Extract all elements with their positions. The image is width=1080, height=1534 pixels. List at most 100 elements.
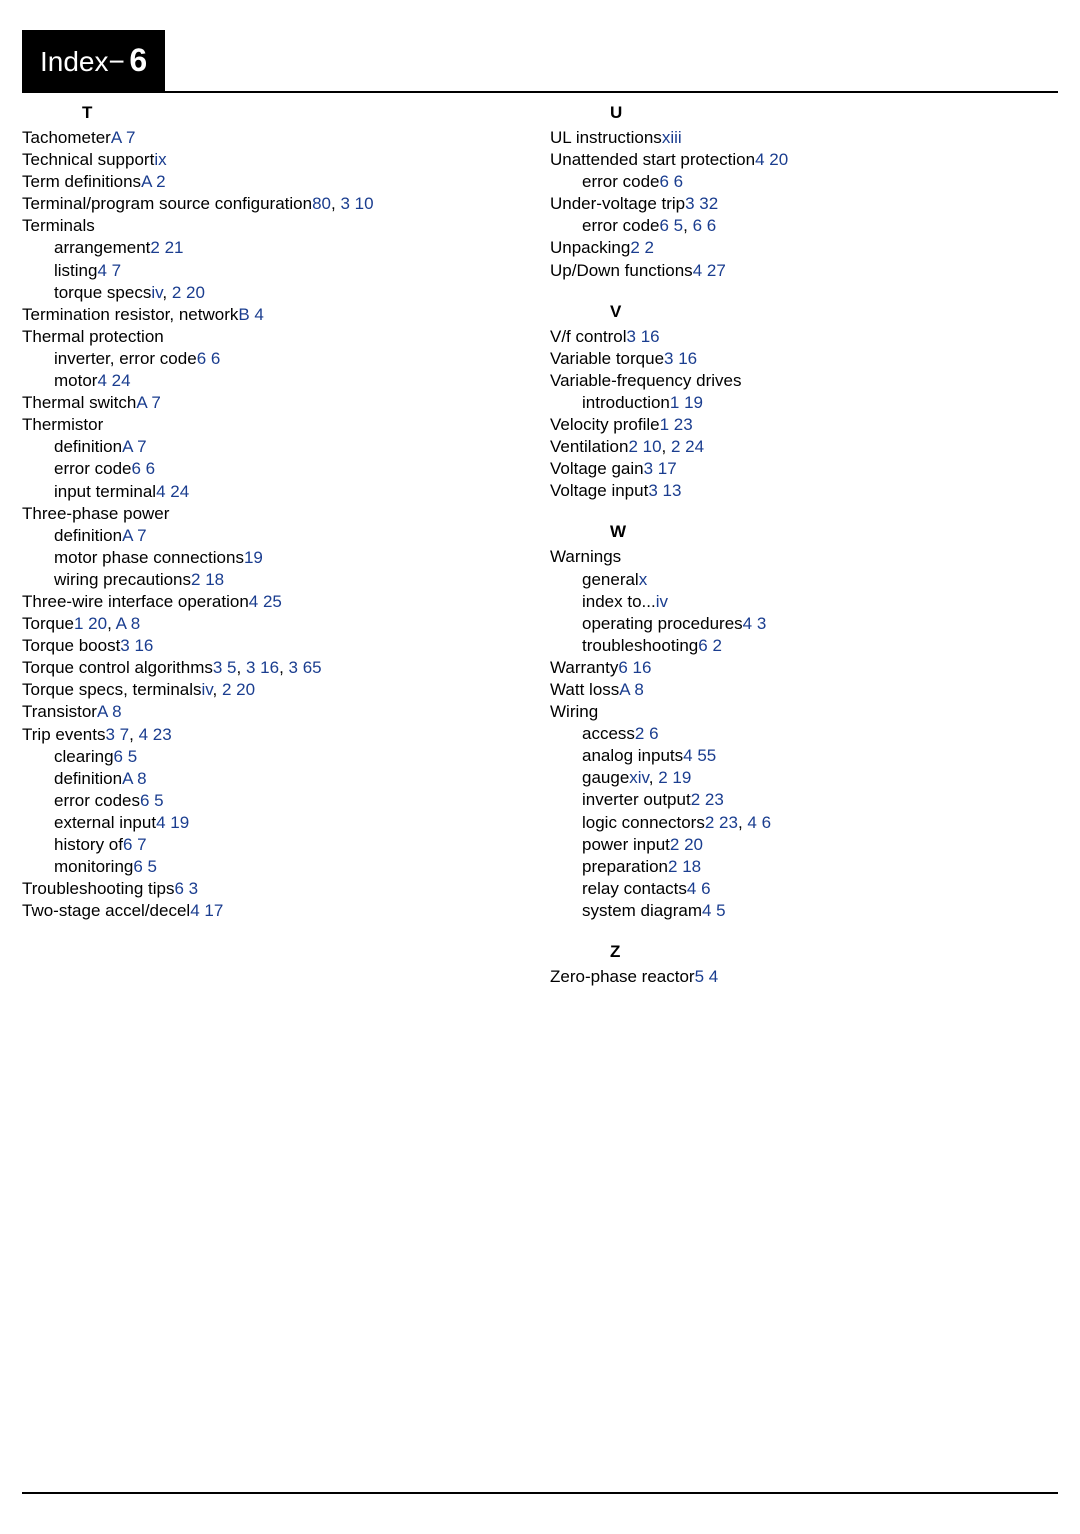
page-reference[interactable]: 6 6 [197, 349, 221, 368]
page-reference[interactable]: iv [151, 283, 162, 302]
index-entry: Voltage gain3 17 [550, 458, 1058, 480]
page-reference[interactable]: 4 6 [747, 813, 771, 832]
page-reference[interactable]: 4 24 [156, 482, 189, 501]
page-reference[interactable]: 2 2 [630, 238, 654, 257]
index-entry-text: input terminal [54, 482, 156, 501]
page-reference[interactable]: 4 7 [97, 261, 121, 280]
page-reference[interactable]: A 7 [136, 393, 161, 412]
page-reference[interactable]: A 8 [619, 680, 644, 699]
page-reference[interactable]: 4 5 [702, 901, 726, 920]
page-reference[interactable]: 6 5 [114, 747, 138, 766]
page-reference[interactable]: 1 20 [74, 614, 107, 633]
index-ref-separator: , [213, 680, 222, 699]
page-reference[interactable]: 6 16 [618, 658, 651, 677]
page-reference[interactable]: 2 20 [172, 283, 205, 302]
index-column-left: TTachometerA 7Technical supportixTerm de… [22, 103, 530, 1008]
index-entry-text: Transistor [22, 702, 97, 721]
page-reference[interactable]: 4 6 [687, 879, 711, 898]
page-reference[interactable]: 2 20 [670, 835, 703, 854]
page-reference[interactable]: 6 6 [693, 216, 717, 235]
index-entry: Two-stage accel/decel4 17 [22, 900, 530, 922]
index-entry: Technical supportix [22, 149, 530, 171]
page-reference[interactable]: 2 23 [691, 790, 724, 809]
index-entry-text: Technical support [22, 150, 154, 169]
index-entry: external input4 19 [54, 812, 530, 834]
page-reference[interactable]: A 7 [122, 437, 147, 456]
index-entry-text: Voltage gain [550, 459, 644, 478]
page-reference[interactable]: 6 7 [123, 835, 147, 854]
page-reference[interactable]: 2 20 [222, 680, 255, 699]
page-reference[interactable]: 4 3 [743, 614, 767, 633]
page-reference[interactable]: 2 10 [628, 437, 661, 456]
page-reference[interactable]: 3 10 [340, 194, 373, 213]
page-reference[interactable]: 3 16 [120, 636, 153, 655]
page-reference[interactable]: 4 17 [190, 901, 223, 920]
page-reference[interactable]: ix [154, 150, 166, 169]
page-reference[interactable]: A 7 [122, 526, 147, 545]
index-entry: Zero-phase reactor5 4 [550, 966, 1058, 988]
page-reference[interactable]: 2 24 [671, 437, 704, 456]
index-entry-text: troubleshooting [582, 636, 698, 655]
page-reference[interactable]: 4 24 [97, 371, 130, 390]
index-entry: definitionA 8 [54, 768, 530, 790]
page-reference[interactable]: B 4 [238, 305, 264, 324]
page-reference[interactable]: 4 20 [755, 150, 788, 169]
page-reference[interactable]: 4 25 [249, 592, 282, 611]
page-reference[interactable]: 6 5 [140, 791, 164, 810]
index-section: TTachometerA 7Technical supportixTerm de… [22, 103, 530, 922]
page-reference[interactable]: 3 17 [644, 459, 677, 478]
page-reference[interactable]: 6 3 [174, 879, 198, 898]
index-entry-text: monitoring [54, 857, 133, 876]
index-ref-separator: , [738, 813, 747, 832]
index-entry-text: definition [54, 437, 122, 456]
page-reference[interactable]: 4 27 [693, 261, 726, 280]
page-reference[interactable]: 3 16 [664, 349, 697, 368]
page-reference[interactable]: 3 16 [246, 658, 279, 677]
page-reference[interactable]: 3 65 [289, 658, 322, 677]
index-content: TTachometerA 7Technical supportixTerm de… [0, 93, 1080, 1008]
page-reference[interactable]: 2 23 [705, 813, 738, 832]
page-reference[interactable]: A 2 [141, 172, 166, 191]
index-entry-text: V/f control [550, 327, 627, 346]
page-reference[interactable]: 3 13 [648, 481, 681, 500]
page-reference[interactable]: 1 23 [660, 415, 693, 434]
page-reference[interactable]: 6 6 [131, 459, 155, 478]
page-reference[interactable]: A 7 [111, 128, 136, 147]
index-entry: system diagram4 5 [582, 900, 1058, 922]
page-reference[interactable]: 3 16 [627, 327, 660, 346]
page-reference[interactable]: 2 18 [668, 857, 701, 876]
index-entry-text: system diagram [582, 901, 702, 920]
page-reference[interactable]: 3 32 [685, 194, 718, 213]
page-reference[interactable]: 3 7 [105, 725, 129, 744]
index-entry-text: Two-stage accel/decel [22, 901, 190, 920]
page-reference[interactable]: 2 6 [635, 724, 659, 743]
page-reference[interactable]: A 8 [116, 614, 141, 633]
page-reference[interactable]: 2 19 [658, 768, 691, 787]
page-reference[interactable]: 6 6 [659, 172, 683, 191]
page-reference[interactable]: xiii [662, 128, 682, 147]
index-entry: error code6 6 [582, 171, 1058, 193]
page-reference[interactable]: xiv [629, 768, 649, 787]
index-entry-text: power input [582, 835, 670, 854]
page-reference[interactable]: x [639, 570, 648, 589]
page-reference[interactable]: 5 4 [695, 967, 719, 986]
page-reference[interactable]: 4 19 [156, 813, 189, 832]
page-reference[interactable]: 6 5 [133, 857, 157, 876]
index-section: VV/f control3 16Variable torque3 16Varia… [550, 302, 1058, 503]
page-reference[interactable]: 80 [312, 194, 331, 213]
page-reference[interactable]: 4 23 [139, 725, 172, 744]
page-reference[interactable]: 3 5 [213, 658, 237, 677]
page-reference[interactable]: 6 2 [698, 636, 722, 655]
page-reference[interactable]: 1 19 [670, 393, 703, 412]
page-reference[interactable]: 4 55 [683, 746, 716, 765]
page-reference[interactable]: 2 21 [150, 238, 183, 257]
page-reference[interactable]: 19 [244, 548, 263, 567]
page-reference[interactable]: iv [656, 592, 668, 611]
page-reference[interactable]: 2 18 [191, 570, 224, 589]
page-reference[interactable]: A 8 [122, 769, 147, 788]
index-entry: wiring precautions2 18 [54, 569, 530, 591]
page-reference[interactable]: A 8 [97, 702, 122, 721]
page-reference[interactable]: iv [202, 680, 213, 699]
page-reference[interactable]: 6 5 [659, 216, 683, 235]
index-entry: error codes6 5 [54, 790, 530, 812]
